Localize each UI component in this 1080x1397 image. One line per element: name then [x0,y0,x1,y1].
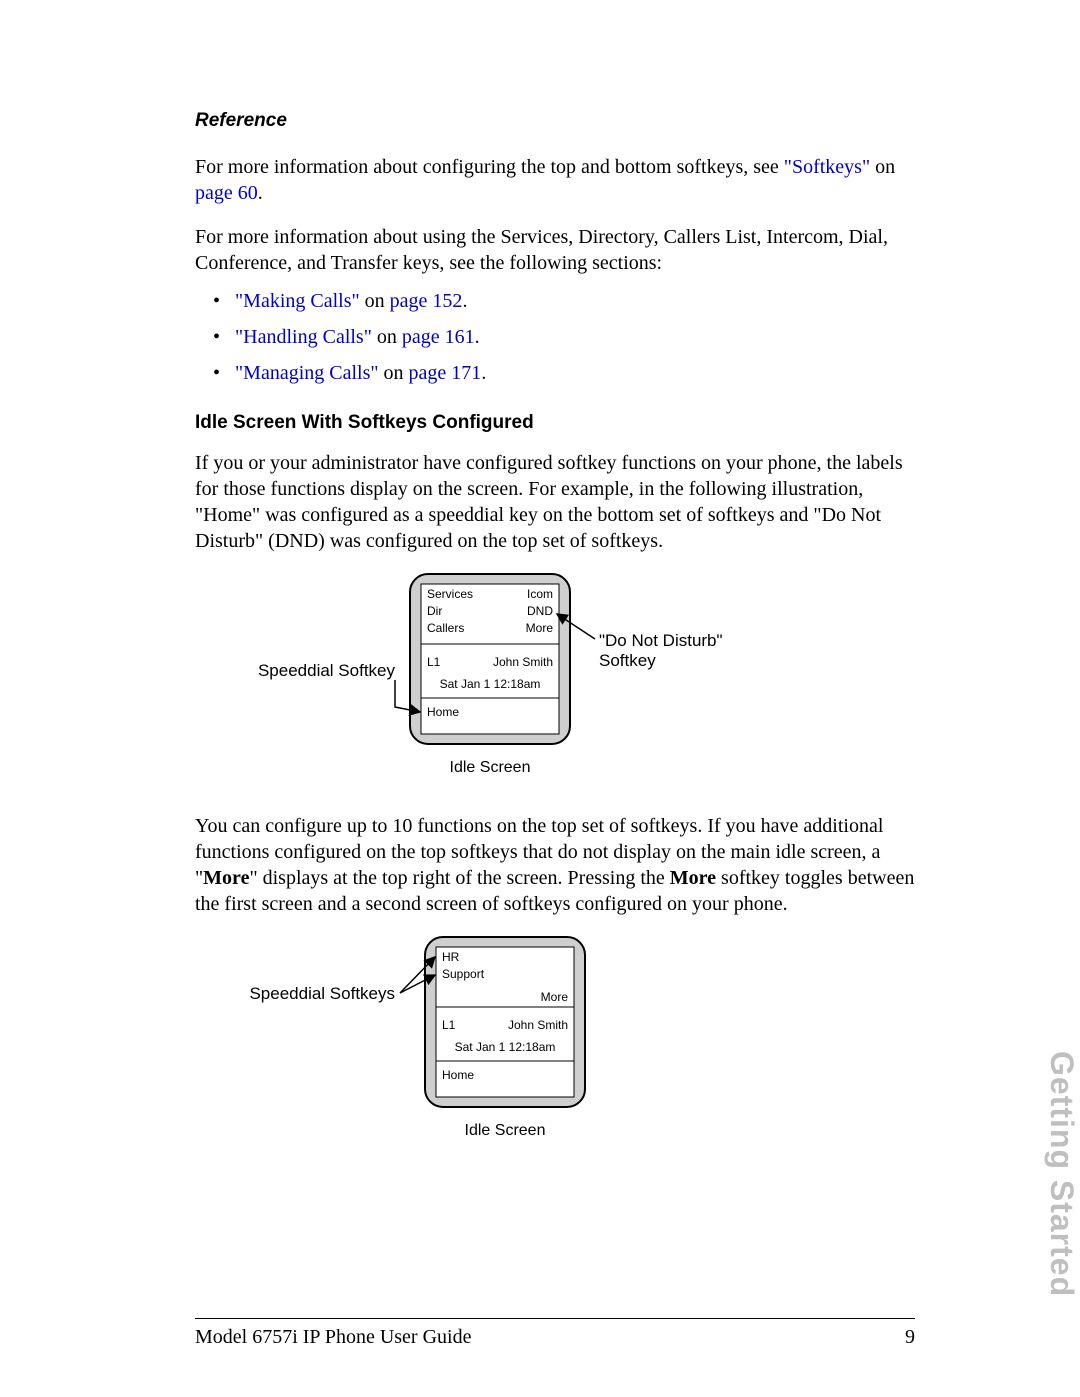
svg-text:Sat Jan 1 12:18am: Sat Jan 1 12:18am [455,1040,556,1054]
idle-heading: Idle Screen With Softkeys Configured [195,412,915,434]
svg-text:John Smith: John Smith [508,1018,568,1032]
idle-para2: You can configure up to 10 functions on … [195,813,915,917]
page-link[interactable]: page 60 [195,182,258,204]
svg-text:Home: Home [427,705,459,719]
svg-text:Speeddial Softkey: Speeddial Softkey [258,661,396,680]
svg-text:Services: Services [427,587,473,601]
figure-idle-screen-2: HR Support More L1 John Smith Sat Jan 1 … [195,935,915,1150]
softkeys-link[interactable]: "Softkeys" [784,156,870,178]
text: . [462,290,467,312]
svg-text:Sat Jan 1 12:18am: Sat Jan 1 12:18am [440,677,541,691]
text: on [870,156,895,178]
svg-text:Home: Home [442,1068,474,1082]
text: . [481,362,486,384]
reference-bullet-list: "Making Calls" on page 152. "Handling Ca… [213,288,915,386]
svg-text:Idle Screen: Idle Screen [465,1122,546,1139]
svg-text:Support: Support [442,967,485,981]
svg-text:"Do Not Disturb": "Do Not Disturb" [599,631,723,650]
svg-text:John Smith: John Smith [493,655,553,669]
svg-text:HR: HR [442,950,460,964]
more-bold: More [670,867,716,889]
page-link[interactable]: page 161 [402,326,475,348]
text: on [379,362,409,384]
list-item: "Making Calls" on page 152. [213,288,915,314]
section-side-label: Getting Started [1043,1051,1080,1297]
text: " displays at the top right of the scree… [249,867,669,889]
footer-title: Model 6757i IP Phone User Guide [195,1326,471,1349]
page-link[interactable]: page 171 [409,362,482,384]
idle-para1: If you or your administrator have config… [195,450,915,554]
footer-page-number: 9 [905,1326,915,1349]
text: . [258,182,263,204]
list-item: "Handling Calls" on page 161. [213,324,915,350]
making-calls-link[interactable]: "Making Calls" [235,290,360,312]
svg-text:Callers: Callers [427,621,464,635]
footer-rule [195,1318,915,1319]
text: on [372,326,402,348]
svg-text:L1: L1 [427,655,441,669]
svg-text:More: More [526,621,554,635]
svg-text:Softkey: Softkey [599,651,656,670]
reference-para2: For more information about using the Ser… [195,224,915,276]
svg-text:Idle Screen: Idle Screen [450,759,531,776]
svg-text:L1: L1 [442,1018,456,1032]
list-item: "Managing Calls" on page 171. [213,360,915,386]
handling-calls-link[interactable]: "Handling Calls" [235,326,372,348]
more-bold: More [203,867,249,889]
svg-text:DND: DND [527,604,553,618]
text: on [360,290,390,312]
page-link[interactable]: page 152 [390,290,463,312]
svg-text:Dir: Dir [427,604,442,618]
managing-calls-link[interactable]: "Managing Calls" [235,362,379,384]
figure-idle-screen-1: Services Icom Dir DND Callers More L1 Jo… [195,572,915,787]
text: For more information about configuring t… [195,156,784,178]
text: . [475,326,480,348]
svg-text:Icom: Icom [527,587,553,601]
reference-para1: For more information about configuring t… [195,154,915,206]
svg-text:More: More [541,990,569,1004]
svg-text:Speeddial Softkeys: Speeddial Softkeys [249,984,395,1003]
reference-heading: Reference [195,110,915,132]
